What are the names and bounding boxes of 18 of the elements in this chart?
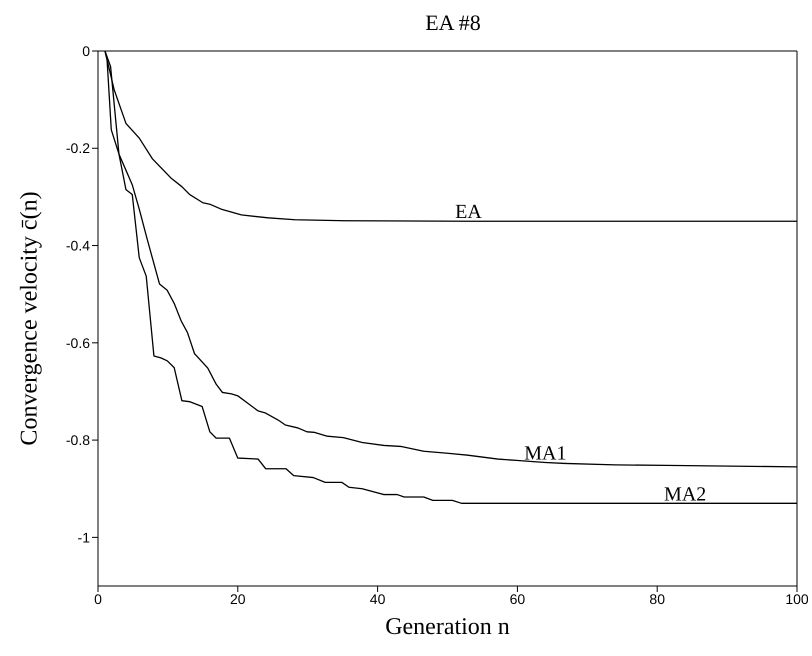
series-label: MA2 <box>664 483 706 506</box>
x-tick-label: 80 <box>649 590 666 607</box>
series-label: EA <box>455 201 482 224</box>
chart-title: EA #8 <box>424 9 482 37</box>
y-tick-label: -0.8 <box>66 432 90 448</box>
y-tick-label: -0.4 <box>66 238 90 254</box>
x-axis-title: Generation n <box>385 614 510 640</box>
x-tick-label: 0 <box>94 590 102 607</box>
y-axis-title: Convergence velocity c̄(n) <box>16 191 43 446</box>
x-tick-label: 40 <box>370 590 386 607</box>
x-tick-label: 100 <box>785 590 809 607</box>
y-tick-label: 0 <box>82 42 90 59</box>
x-tick-label: 20 <box>230 590 246 607</box>
y-tick-label: -1 <box>78 529 90 546</box>
y-tick-label: -0.6 <box>66 334 90 351</box>
y-tick-label: -0.2 <box>66 140 90 156</box>
series-label: MA1 <box>524 442 566 464</box>
x-tick-label: 60 <box>510 590 526 607</box>
